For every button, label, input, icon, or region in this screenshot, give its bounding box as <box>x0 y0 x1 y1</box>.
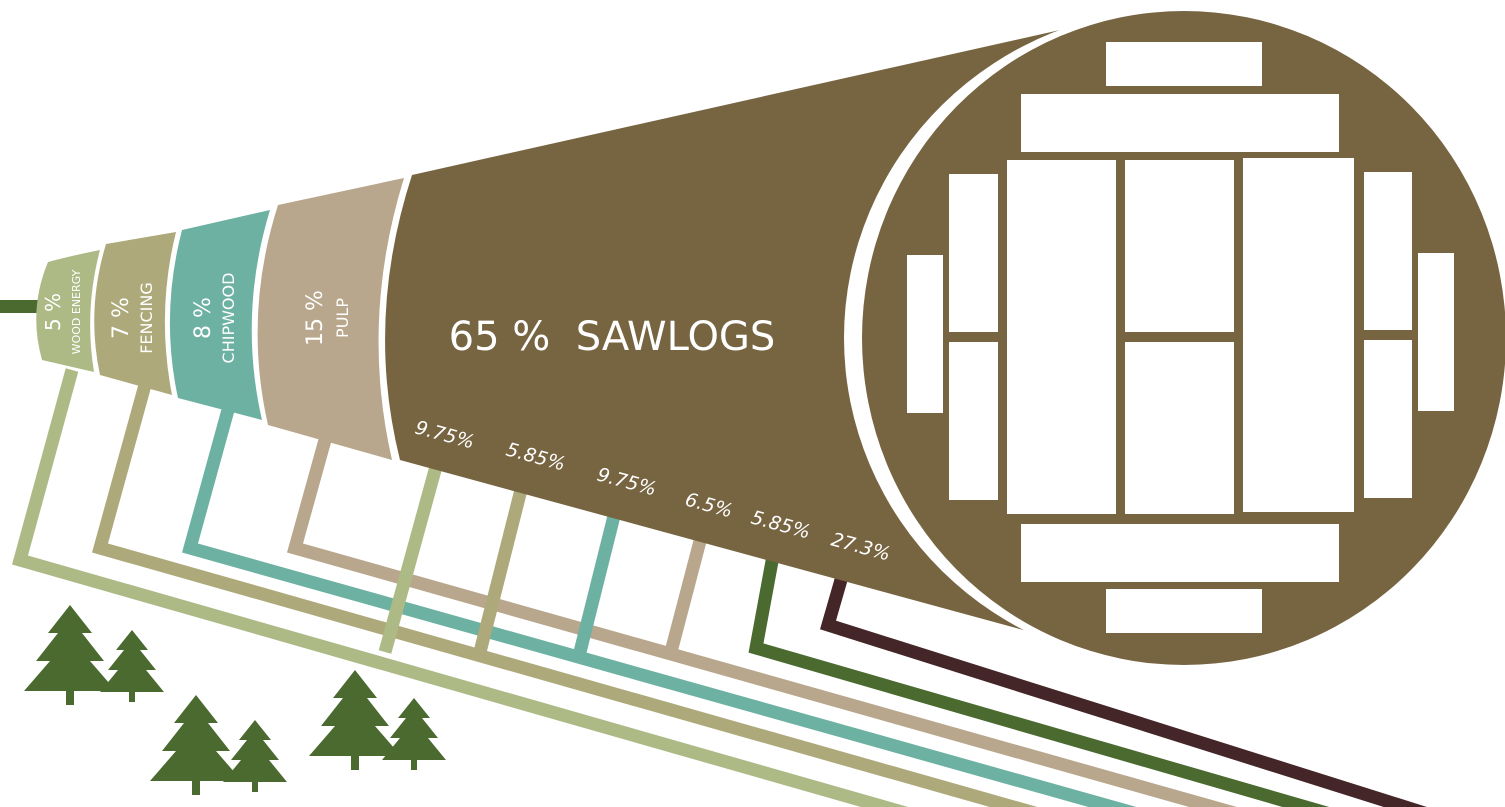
flow-line-sawlog-3 <box>573 498 625 654</box>
flow-line-fencing <box>92 383 1038 807</box>
fencing-percent: 7 % <box>109 297 134 339</box>
flow-line-wood-energy <box>12 368 909 807</box>
wood-energy-percent: 5 % <box>41 293 65 331</box>
pine-tree-icon <box>24 605 164 705</box>
pulp-segment <box>257 178 404 460</box>
input-line <box>0 300 40 313</box>
pine-tree-icon <box>150 695 287 795</box>
fencing-segment <box>94 232 176 395</box>
chipwood-percent: 8 % <box>191 297 216 339</box>
pulp-percent: 15 % <box>303 290 328 346</box>
flow-line-sawlog-5 <box>748 543 1330 807</box>
flow-line-sawlog-6 <box>819 564 1427 807</box>
fencing-label: FENCING <box>137 282 156 354</box>
pine-tree-icon <box>309 670 446 770</box>
wood-energy-segment <box>36 250 100 372</box>
pulp-label: PULP <box>333 298 352 338</box>
cross-section-boards <box>907 42 1454 633</box>
wood-energy-label: WOOD ENERGY <box>70 269 83 354</box>
flow-lines <box>12 368 1427 807</box>
flow-line-sawlog-4 <box>665 520 712 650</box>
chipwood-segment <box>169 210 270 420</box>
flow-line-sawlog-2 <box>473 472 532 654</box>
sawlogs-title: 65 % SAWLOGS <box>449 314 776 360</box>
flow-line-pulp <box>287 438 1237 807</box>
chipwood-label: CHIPWOOD <box>219 273 238 364</box>
flow-line-chipwood <box>182 408 1137 807</box>
flow-line-sawlog-1 <box>378 450 447 654</box>
